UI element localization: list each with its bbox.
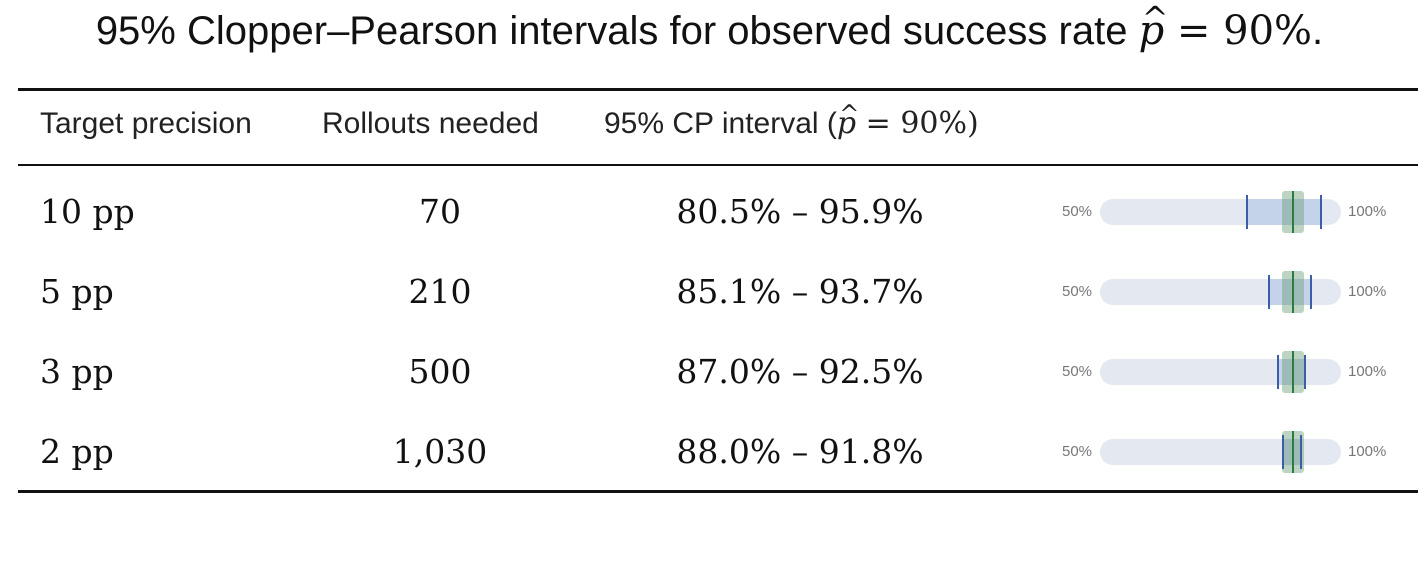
header-rule	[18, 164, 1418, 166]
target-precision-cell: 2 pp	[40, 432, 114, 471]
lower-bound-tick	[1268, 275, 1271, 309]
target-precision-cell: 3 pp	[40, 352, 114, 391]
target-precision-cell: 5 pp	[40, 272, 114, 311]
interval-bar-chart: 50% 100%	[1058, 172, 1398, 252]
interval-fill	[1269, 279, 1311, 305]
interval-bar-chart: 50% 100%	[1058, 332, 1398, 412]
table-row: 5 pp 210 85.1% – 93.7% 50% 100%	[0, 252, 1419, 332]
upper-bound-tick	[1309, 275, 1312, 309]
axis-max-label: 100%	[1348, 283, 1387, 300]
p-hat-symbol: p	[1139, 0, 1169, 56]
header-cp-interval-rest: = 90%)	[856, 106, 979, 141]
interval-fill	[1278, 359, 1305, 385]
header-cp-interval-prefix: 95% CP interval (	[604, 107, 837, 140]
rollouts-needed-cell: 70	[419, 192, 461, 231]
lower-bound-tick	[1282, 435, 1285, 469]
cp-interval-cell: 88.0% – 91.8%	[676, 432, 924, 471]
table-row: 3 pp 500 87.0% – 92.5% 50% 100%	[0, 332, 1419, 412]
interval-fill	[1247, 199, 1322, 225]
axis-max-label: 100%	[1348, 443, 1387, 460]
observed-rate-line	[1291, 191, 1294, 233]
interval-track	[1100, 439, 1341, 465]
table-row: 2 pp 1,030 88.0% – 91.8% 50% 100%	[0, 412, 1419, 492]
lower-bound-tick	[1246, 195, 1248, 229]
upper-bound-tick	[1300, 435, 1303, 469]
table-top-rule	[18, 88, 1418, 91]
observed-rate-line	[1291, 431, 1294, 473]
axis-max-label: 100%	[1348, 203, 1387, 220]
table-bottom-rule	[18, 490, 1418, 493]
cp-interval-cell: 85.1% – 93.7%	[676, 272, 924, 311]
rollouts-needed-cell: 500	[408, 352, 472, 391]
rollouts-needed-cell: 1,030	[392, 432, 488, 471]
header-rollouts-needed: Rollouts needed	[322, 107, 539, 140]
header-math: p = 90%)	[837, 92, 979, 141]
title-equals: = 90%	[1164, 8, 1313, 54]
axis-min-label: 50%	[1062, 283, 1093, 300]
axis-min-label: 50%	[1062, 443, 1093, 460]
rollouts-needed-cell: 210	[408, 272, 472, 311]
upper-bound-tick	[1303, 355, 1306, 389]
observed-rate-line	[1291, 351, 1294, 393]
title-text: 95% Clopper–Pearson intervals for observ…	[95, 9, 1139, 53]
observed-rate-line	[1291, 271, 1294, 313]
cp-interval-cell: 80.5% – 95.9%	[676, 192, 924, 231]
header-p-hat-symbol: p	[837, 92, 860, 146]
table-row: 10 pp 70 80.5% – 95.9% 50% 100%	[0, 172, 1419, 252]
axis-min-label: 50%	[1062, 203, 1093, 220]
cp-interval-cell: 87.0% – 92.5%	[676, 352, 924, 391]
upper-bound-tick	[1320, 195, 1323, 229]
interval-bar-chart: 50% 100%	[1058, 412, 1398, 492]
title-period: .	[1312, 9, 1324, 53]
interval-bar-chart: 50% 100%	[1058, 252, 1398, 332]
title-math: p = 90%	[1139, 0, 1313, 56]
axis-min-label: 50%	[1062, 363, 1093, 380]
axis-max-label: 100%	[1348, 363, 1387, 380]
header-target-precision: Target precision	[40, 107, 252, 140]
header-cp-interval: 95% CP interval (p = 90%)	[604, 92, 979, 146]
page-title: 95% Clopper–Pearson intervals for observ…	[0, 0, 1419, 56]
target-precision-cell: 10 pp	[40, 192, 135, 231]
lower-bound-tick	[1277, 355, 1280, 389]
